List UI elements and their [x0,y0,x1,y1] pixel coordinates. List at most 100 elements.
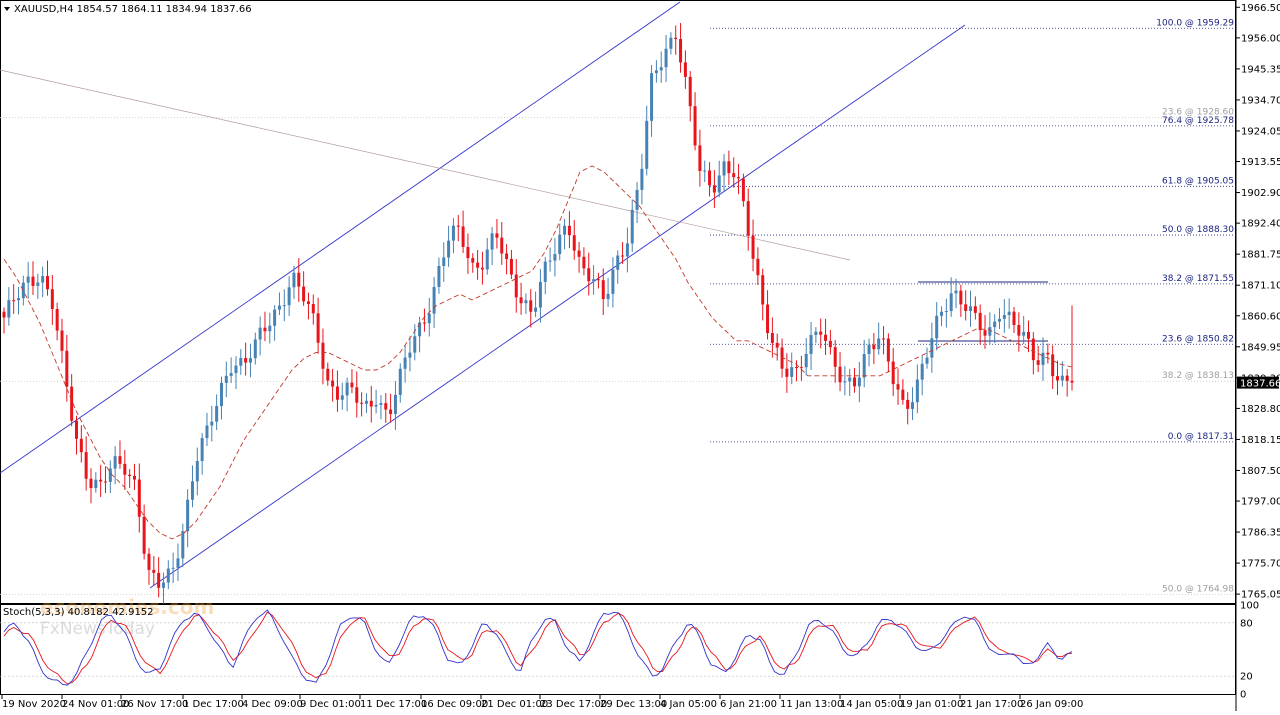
candle-body [529,300,533,312]
price-tick-label: 1881.75 [1241,250,1280,261]
time-tick-label: 16 Dec 09:00 [421,699,488,710]
candle-body [1027,331,1031,339]
candle-body [911,402,915,409]
candle-body [625,243,629,257]
price-tick-label: 1871.10 [1241,281,1280,292]
price-tick-label: 1849.95 [1241,342,1280,353]
candle-body [253,339,257,359]
candle-body [355,387,359,403]
candle-body [621,255,625,257]
candle-body [113,456,117,469]
fib-label: 76.4 @ 1925.78 [1162,116,1234,126]
candle-body [964,304,968,311]
price-tick-label: 1892.40 [1241,219,1280,230]
candle-body [886,338,890,362]
candle-body [1017,325,1021,336]
candle-body [505,253,509,259]
trend-lines [0,1,1048,589]
current-price-box [1237,376,1279,389]
time-tick-label: 26 Jan 09:00 [1020,699,1083,710]
candle-body [239,358,243,366]
chevron-down-icon[interactable] [4,7,10,11]
candle-body [563,225,567,235]
candle-body [277,305,281,310]
candle-body [219,382,223,407]
candle-body [659,67,663,71]
candle-body [1002,315,1006,319]
candle-body [292,272,296,288]
candle-body [838,366,842,383]
candle-body [814,331,818,335]
candle-body [321,342,325,369]
candle-body [872,344,876,350]
candle-body [973,306,977,313]
time-tick-label: 11 Jan 13:00 [780,699,843,710]
candle-body [1012,311,1016,326]
time-tick-label: 21 Jan 17:00 [960,699,1023,710]
candle-body [882,338,886,340]
time-tick-label: 29 Dec 13:00 [600,699,667,710]
fib-label: 0.0 @ 1817.31 [1168,432,1234,442]
candle-body [809,334,813,354]
candle-body [722,161,726,176]
time-tick-label: 1 Dec 17:00 [183,699,244,710]
candle-body [311,304,315,314]
candle-body [983,330,987,336]
candle-body [587,268,591,282]
candle-body [819,331,823,335]
candle-body [258,327,262,340]
fib-label-secondary: 50.0 @ 1764.98 [1162,584,1234,594]
candle-body [1060,375,1064,381]
candle-body [364,400,368,404]
candle-body [935,315,939,339]
candle-body [302,286,306,302]
time-tick-label: 6 Jan 21:00 [720,699,777,710]
candle-body [2,311,6,318]
candle-body [166,568,170,583]
candle-body [867,344,871,355]
candle-body [340,395,344,400]
price-tick-label: 1786.35 [1241,528,1280,539]
candle-body [26,276,30,283]
candle-body [427,313,431,324]
candle-body [70,386,74,421]
candle-body [795,367,799,369]
candle-body [703,170,707,172]
candle-body [751,235,755,259]
candle-body [828,340,832,348]
candle-body [650,73,654,121]
candle-body [514,274,518,298]
candle-body [592,279,596,282]
candle-body [316,313,320,343]
candle-body [915,379,919,403]
candle-body [843,381,847,383]
candle-body [737,177,741,179]
candle-body [572,235,576,251]
candle-body [326,368,330,381]
candle-body [297,272,301,287]
candle-body [1036,360,1040,365]
candle-body [969,306,973,311]
moving-average [3,165,1073,540]
time-tick-label: 9 Dec 01:00 [300,699,361,710]
channel-upper-line [0,1,681,474]
time-tick-label: 19 Jan 01:00 [900,699,963,710]
candle-body [234,365,238,374]
time-tick-label: 21 Dec 01:00 [481,699,548,710]
candle-body [485,249,489,270]
candle-body [853,377,857,387]
candle-body [331,380,335,387]
candles [2,23,1074,604]
candle-body [176,558,180,568]
candle-body [393,394,397,415]
candle-body [152,569,156,573]
stochastic-oscillator [0,609,1236,686]
candle-body [379,403,383,405]
stoch-header: Stoch(5,3,3) 40.8182 42.9152 [3,607,154,618]
candle-body [495,233,499,238]
time-tick-label: 24 Nov 01:00 [62,699,129,710]
candle-body [205,425,209,439]
